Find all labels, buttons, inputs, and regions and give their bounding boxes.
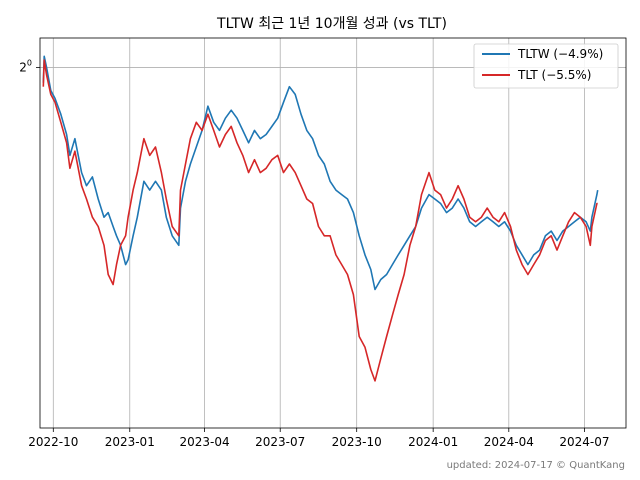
x-tick-label: 2023-10	[332, 435, 382, 449]
x-tick-label: 2022-10	[28, 435, 78, 449]
y-axis: 20	[19, 59, 40, 75]
legend-label-tltw: TLTW (−4.9%)	[517, 47, 603, 61]
series-lines	[42, 55, 599, 382]
x-tick-label: 2023-07	[255, 435, 305, 449]
x-tick-label: 2023-04	[180, 435, 230, 449]
legend: TLTW (−4.9%) TLT (−5.5%)	[473, 43, 619, 89]
x-axis: 2022-10 2023-01 2023-04 2023-07 2023-10 2024-…	[28, 428, 610, 449]
plot-frame	[39, 37, 627, 429]
footer-note: updated: 2024-07-17 © QuantKang	[447, 460, 625, 471]
x-tick-label: 2024-01	[408, 435, 458, 449]
y-tick-base: 2	[19, 61, 27, 75]
x-tick-label: 2023-01	[105, 435, 155, 449]
y-tick-exponent: 0	[27, 59, 32, 68]
legend-label-tlt: TLT (−5.5%)	[517, 68, 591, 82]
x-tick-label: 2024-04	[484, 435, 534, 449]
series-tltw-line	[42, 55, 599, 291]
series-tlt-line	[42, 59, 598, 382]
x-tick-label: 2024-07	[559, 435, 609, 449]
chart-title: TLTW 최근 1년 10개월 성과 (vs TLT)	[216, 16, 447, 32]
y-tick-label: 20	[19, 59, 32, 75]
